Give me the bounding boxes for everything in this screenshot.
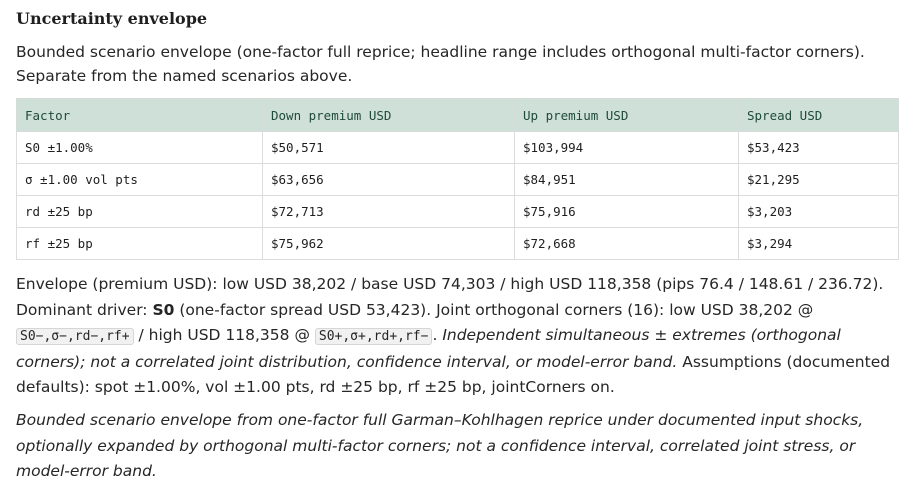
dominant-detail: (one-factor spread USD 53,423). Joint or…	[174, 300, 814, 319]
cell-spread: $3,203	[738, 195, 899, 228]
cell-down-premium: $50,571	[262, 131, 515, 164]
cell-factor: rd ±25 bp	[16, 195, 263, 228]
assumptions-text: Assumptions (documented defaults): spot …	[16, 352, 891, 397]
table-row: rd ±25 bp $72,713 $75,916 $3,203	[16, 195, 899, 228]
table-header-row: Factor Down premium USD Up premium USD S…	[16, 98, 899, 132]
cell-factor: σ ±1.00 vol pts	[16, 163, 263, 196]
header-spread: Spread USD	[738, 98, 899, 132]
separator: .	[432, 326, 443, 344]
cell-up-premium: $103,994	[514, 131, 739, 164]
cell-up-premium: $72,668	[514, 227, 739, 260]
cell-up-premium: $75,916	[514, 195, 739, 228]
cell-spread: $53,423	[738, 131, 899, 164]
header-down-premium: Down premium USD	[262, 98, 515, 132]
envelope-footnote: Bounded scenario envelope from one-facto…	[16, 411, 864, 480]
low-corner-code: S0−,σ−,rd−,rf+	[16, 328, 134, 345]
cell-spread: $3,294	[738, 227, 899, 260]
high-prefix: / high USD 118,358 @	[133, 326, 315, 344]
cell-factor: S0 ±1.00%	[16, 131, 263, 164]
cell-down-premium: $72,713	[262, 195, 515, 228]
table-row: rf ±25 bp $75,962 $72,668 $3,294	[16, 227, 899, 260]
envelope-text: Envelope (premium USD): low USD 38,202 /…	[16, 275, 884, 319]
table-row: σ ±1.00 vol pts $63,656 $84,951 $21,295	[16, 163, 899, 196]
header-factor: Factor	[16, 98, 263, 132]
caveat-text: Independent simultaneous ± extremes (ort…	[16, 326, 841, 371]
table-row: S0 ±1.00% $50,571 $103,994 $53,423	[16, 131, 899, 164]
high-corner-code: S0+,σ+,rd+,rf−	[314, 328, 433, 345]
cell-spread: $21,295	[738, 163, 899, 196]
header-up-premium: Up premium USD	[514, 98, 739, 132]
section-title: Uncertainty envelope	[16, 9, 208, 28]
cell-down-premium: $63,656	[262, 163, 515, 196]
cell-factor: rf ±25 bp	[16, 227, 263, 260]
cell-up-premium: $84,951	[514, 163, 739, 196]
dominant-driver: S0	[152, 300, 175, 319]
envelope-summary: Envelope (premium USD): low USD 38,202 /…	[16, 272, 898, 401]
cell-down-premium: $75,962	[262, 227, 515, 260]
envelope-intro: Bounded scenario envelope (one-factor fu…	[16, 43, 865, 85]
envelope-table: Factor Down premium USD Up premium USD S…	[16, 98, 899, 260]
